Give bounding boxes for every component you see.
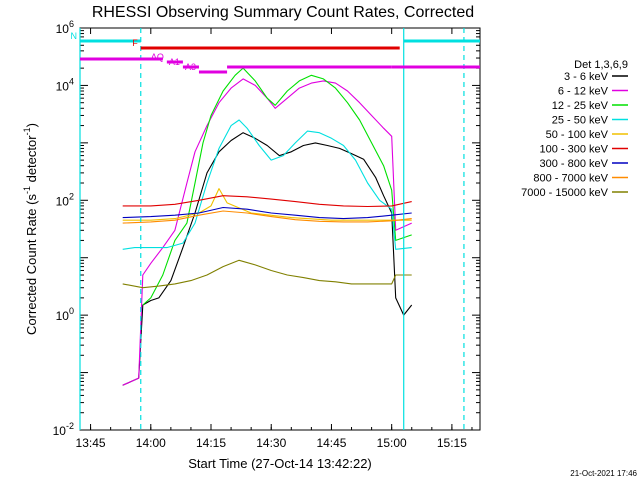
y-tick-label: 102 <box>56 191 74 208</box>
axes: 13:45 14:00 14:15 14:30 14:45 15:00 15:15 10-2 1… <box>22 19 481 450</box>
series-line-1 <box>122 78 412 386</box>
legend-entry-label-8: 7000 - 15000 keV <box>521 187 609 199</box>
legend-entry-label-5: 100 - 300 keV <box>540 144 609 156</box>
marker-label-5: A1 <box>169 57 180 67</box>
series-line-7 <box>122 210 412 224</box>
x-tick-label: 15:15 <box>437 436 467 450</box>
x-tick-label: 15:00 <box>377 436 407 450</box>
legend-entry-label-6: 300 - 800 keV <box>540 158 609 170</box>
legend-title: Det 1,3,6,9 <box>574 59 628 71</box>
legend-entry-label-0: 3 - 6 keV <box>564 71 609 83</box>
markers-layer: N F AQ A1 A3 <box>71 28 480 430</box>
marker-label-6: A3 <box>185 62 196 72</box>
series-line-8 <box>122 259 412 289</box>
x-tick-label: 13:45 <box>76 436 106 450</box>
y-axis-label: Corrected Count Rate (s-1 detector-1) <box>22 123 39 335</box>
legend-entry-label-4: 50 - 100 keV <box>546 129 609 141</box>
legend-entry-label-2: 12 - 25 keV <box>552 100 609 112</box>
y-tick-label: 104 <box>56 76 74 93</box>
marker-label-2: F <box>132 38 138 48</box>
chart-title: RHESSI Observing Summary Count Rates, Co… <box>92 4 474 21</box>
x-tick-label: 14:15 <box>196 436 226 450</box>
series-line-5 <box>122 195 412 208</box>
legend-entry-label-1: 6 - 12 keV <box>558 86 609 98</box>
y-tick-label: 100 <box>56 306 74 323</box>
marker-label-0: N <box>71 31 78 41</box>
y-tick-label: 106 <box>56 19 74 36</box>
series-line-0 <box>122 132 413 386</box>
legend-entry-label-7: 800 - 7000 keV <box>533 173 608 185</box>
y-tick-label: 10-2 <box>53 421 74 438</box>
series-line-4 <box>122 188 412 221</box>
legend-entry-label-3: 25 - 50 keV <box>552 115 609 127</box>
legend: Det 1,3,6,93 - 6 keV 6 - 12 keV 12 - 25 ke… <box>521 59 628 199</box>
x-tick-label: 14:30 <box>256 436 286 450</box>
x-tick-label: 14:45 <box>316 436 346 450</box>
series-line-2 <box>142 67 412 306</box>
x-tick-label: 14:00 <box>136 436 166 450</box>
series-layer <box>122 67 413 386</box>
plot-frame <box>79 27 481 431</box>
footer-timestamp: 21-Oct-2021 17:46 <box>570 469 637 478</box>
series-line-6 <box>122 206 412 220</box>
series-line-3 <box>122 119 412 250</box>
marker-label-4: AQ <box>151 52 164 62</box>
x-axis-label: Start Time (27-Oct-14 13:42:22) <box>188 456 372 471</box>
